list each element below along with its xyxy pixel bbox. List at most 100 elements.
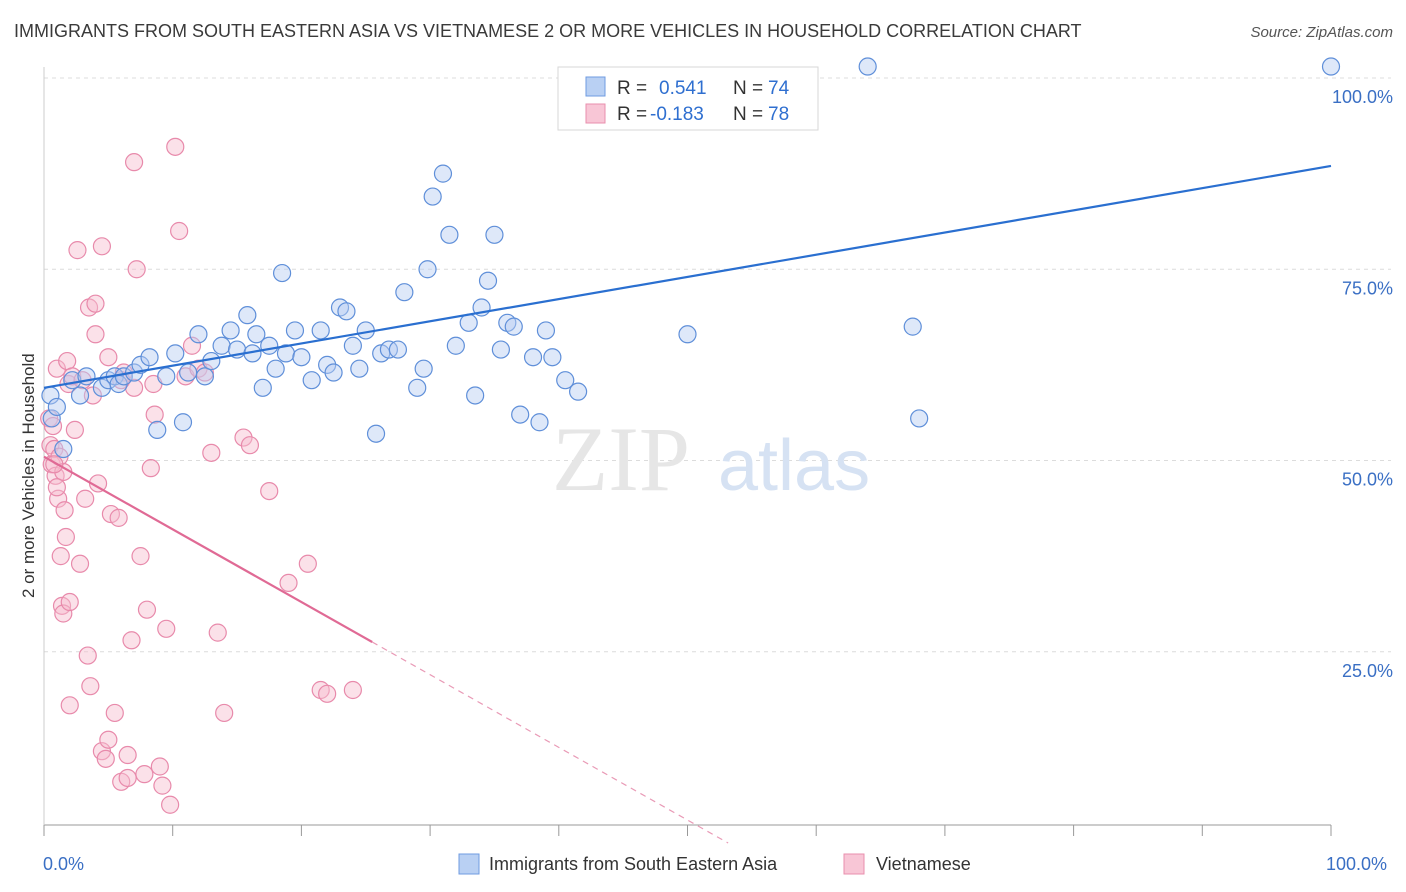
data-point — [137, 600, 157, 619]
data-point — [536, 321, 556, 340]
data-point — [395, 283, 414, 302]
data-point — [182, 336, 202, 355]
data-point — [350, 359, 369, 378]
data-point — [478, 271, 498, 290]
data-point — [337, 302, 356, 321]
data-point — [157, 619, 176, 638]
legend-r-label-pink: R = — [617, 104, 647, 125]
data-point — [530, 413, 549, 432]
x-tick-label-max: 100.0% — [1326, 854, 1387, 874]
y-tick-label: 25.0% — [1342, 661, 1393, 681]
data-point — [858, 57, 877, 76]
data-point — [543, 348, 562, 367]
data-point — [86, 294, 105, 313]
legend: R = 0.541 N = 74 R = -0.183 N = 78 — [557, 66, 819, 131]
data-point — [678, 325, 697, 344]
data-point — [86, 325, 105, 344]
x-axis-ticks — [43, 825, 1332, 836]
bottom-legend-label-blue: Immigrants from South Eastern Asia — [489, 854, 778, 874]
data-point — [47, 478, 66, 497]
data-point — [324, 363, 343, 382]
data-point — [140, 348, 159, 367]
data-point — [910, 409, 929, 428]
data-point — [63, 367, 82, 386]
data-point — [569, 382, 588, 401]
data-point — [260, 482, 279, 501]
data-point — [343, 336, 362, 355]
data-point — [418, 260, 437, 279]
data-point — [49, 489, 68, 508]
data-point — [195, 367, 214, 386]
legend-swatch-blue — [585, 76, 606, 97]
data-point — [148, 420, 167, 439]
data-point — [212, 336, 231, 355]
data-point — [150, 757, 169, 776]
data-point — [260, 336, 279, 355]
data-point — [92, 237, 112, 256]
data-point — [161, 795, 180, 814]
data-point — [78, 646, 97, 665]
data-point — [311, 321, 330, 340]
data-point — [96, 749, 115, 768]
trend-line-pink — [43, 455, 373, 643]
data-point — [240, 436, 260, 455]
vietnamese-points — [40, 137, 362, 814]
data-point — [173, 413, 193, 432]
data-point — [166, 137, 185, 156]
y-axis-label: 2 or more Vehicles in Household — [19, 353, 38, 598]
data-point — [124, 153, 144, 172]
data-point — [285, 321, 305, 340]
data-point — [56, 527, 75, 547]
data-point — [157, 367, 176, 386]
y-tick-label: 100.0% — [1332, 87, 1393, 107]
data-point — [60, 696, 79, 715]
data-point — [170, 221, 189, 241]
data-point — [202, 443, 221, 462]
data-point — [1321, 57, 1341, 76]
data-point — [388, 340, 408, 359]
data-point — [302, 371, 321, 390]
data-point — [166, 344, 185, 363]
sea-immigrants-points — [41, 57, 1341, 459]
data-point — [47, 359, 66, 378]
data-point — [127, 260, 146, 279]
data-point — [414, 359, 433, 378]
bottom-legend-swatch-blue — [458, 853, 480, 875]
data-point — [408, 378, 427, 397]
data-point — [118, 745, 137, 765]
bottom-legend: Immigrants from South Eastern Asia Vietn… — [458, 853, 971, 875]
data-point — [42, 409, 61, 428]
data-point — [99, 348, 118, 367]
data-point — [68, 241, 87, 260]
data-point — [58, 351, 77, 371]
data-point — [70, 554, 90, 573]
y-tick-labels: 25.0% 50.0% 75.0% 100.0% — [1332, 87, 1393, 681]
data-point — [343, 680, 362, 700]
y-tick-label: 75.0% — [1342, 278, 1393, 298]
data-point — [109, 508, 128, 527]
data-point — [189, 325, 208, 344]
data-point — [131, 547, 150, 566]
data-point — [298, 554, 317, 573]
data-point — [423, 187, 442, 206]
legend-n-label-pink: N = — [733, 104, 763, 125]
data-point — [215, 703, 234, 723]
data-point — [65, 420, 84, 439]
data-point — [105, 703, 124, 723]
data-point — [47, 397, 66, 417]
data-point — [366, 424, 386, 443]
bottom-legend-label-pink: Vietnamese — [876, 854, 971, 874]
legend-swatch-pink — [585, 103, 606, 124]
data-point — [54, 439, 73, 459]
trend-line-blue — [43, 164, 1332, 389]
trend-lines — [43, 164, 1332, 844]
legend-n-label-blue: N = — [733, 78, 763, 99]
data-point — [153, 776, 172, 795]
data-point — [272, 263, 292, 283]
data-point — [485, 225, 504, 244]
legend-r-label-blue: R = — [617, 78, 647, 99]
data-point — [433, 164, 453, 183]
x-tick-label-min: 0.0% — [43, 854, 84, 874]
data-point — [70, 386, 90, 405]
data-point — [145, 405, 164, 424]
